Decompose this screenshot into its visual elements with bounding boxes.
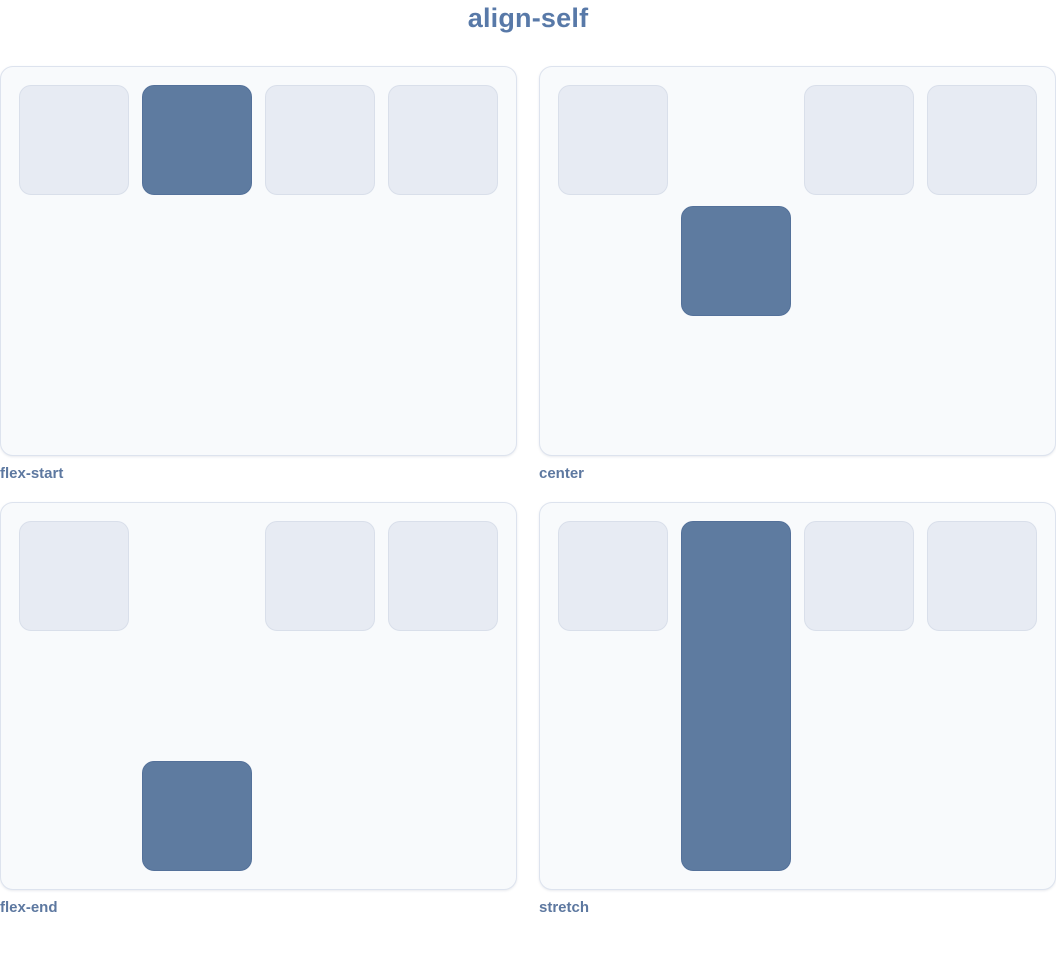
flex-item-highlighted-center — [681, 206, 791, 316]
figure-flex-end: flex-end — [0, 502, 517, 917]
flex-item — [388, 85, 498, 195]
flex-item — [265, 85, 375, 195]
flex-item-highlighted-flex-start — [142, 85, 252, 195]
flex-container-center — [539, 66, 1056, 456]
flex-item — [388, 521, 498, 631]
flex-item — [558, 85, 668, 195]
page-title: align-self — [467, 3, 589, 33]
figure-label-stretch: stretch — [539, 899, 590, 916]
align-self-diagram: align-self flex-start center — [0, 3, 1056, 980]
figures-grid: flex-start center flex-end — [0, 66, 1056, 917]
figure-stretch: stretch — [539, 502, 1056, 917]
figure-flex-start: flex-start — [0, 66, 517, 483]
figure-label-flex-end: flex-end — [0, 899, 58, 916]
flex-item — [927, 85, 1037, 195]
figure-label-flex-start: flex-start — [0, 465, 64, 482]
flex-container-flex-start — [0, 66, 517, 456]
figure-center: center — [539, 66, 1056, 483]
flex-item — [19, 521, 129, 631]
figure-label-center: center — [539, 465, 585, 482]
flex-item — [265, 521, 375, 631]
flex-item — [19, 85, 129, 195]
flex-item-highlighted-stretch — [681, 521, 791, 871]
flex-item-highlighted-flex-end — [142, 761, 252, 871]
flex-item — [927, 521, 1037, 631]
flex-item — [804, 85, 914, 195]
flex-container-stretch — [539, 502, 1056, 890]
flex-item — [558, 521, 668, 631]
flex-container-flex-end — [0, 502, 517, 890]
flex-item — [804, 521, 914, 631]
